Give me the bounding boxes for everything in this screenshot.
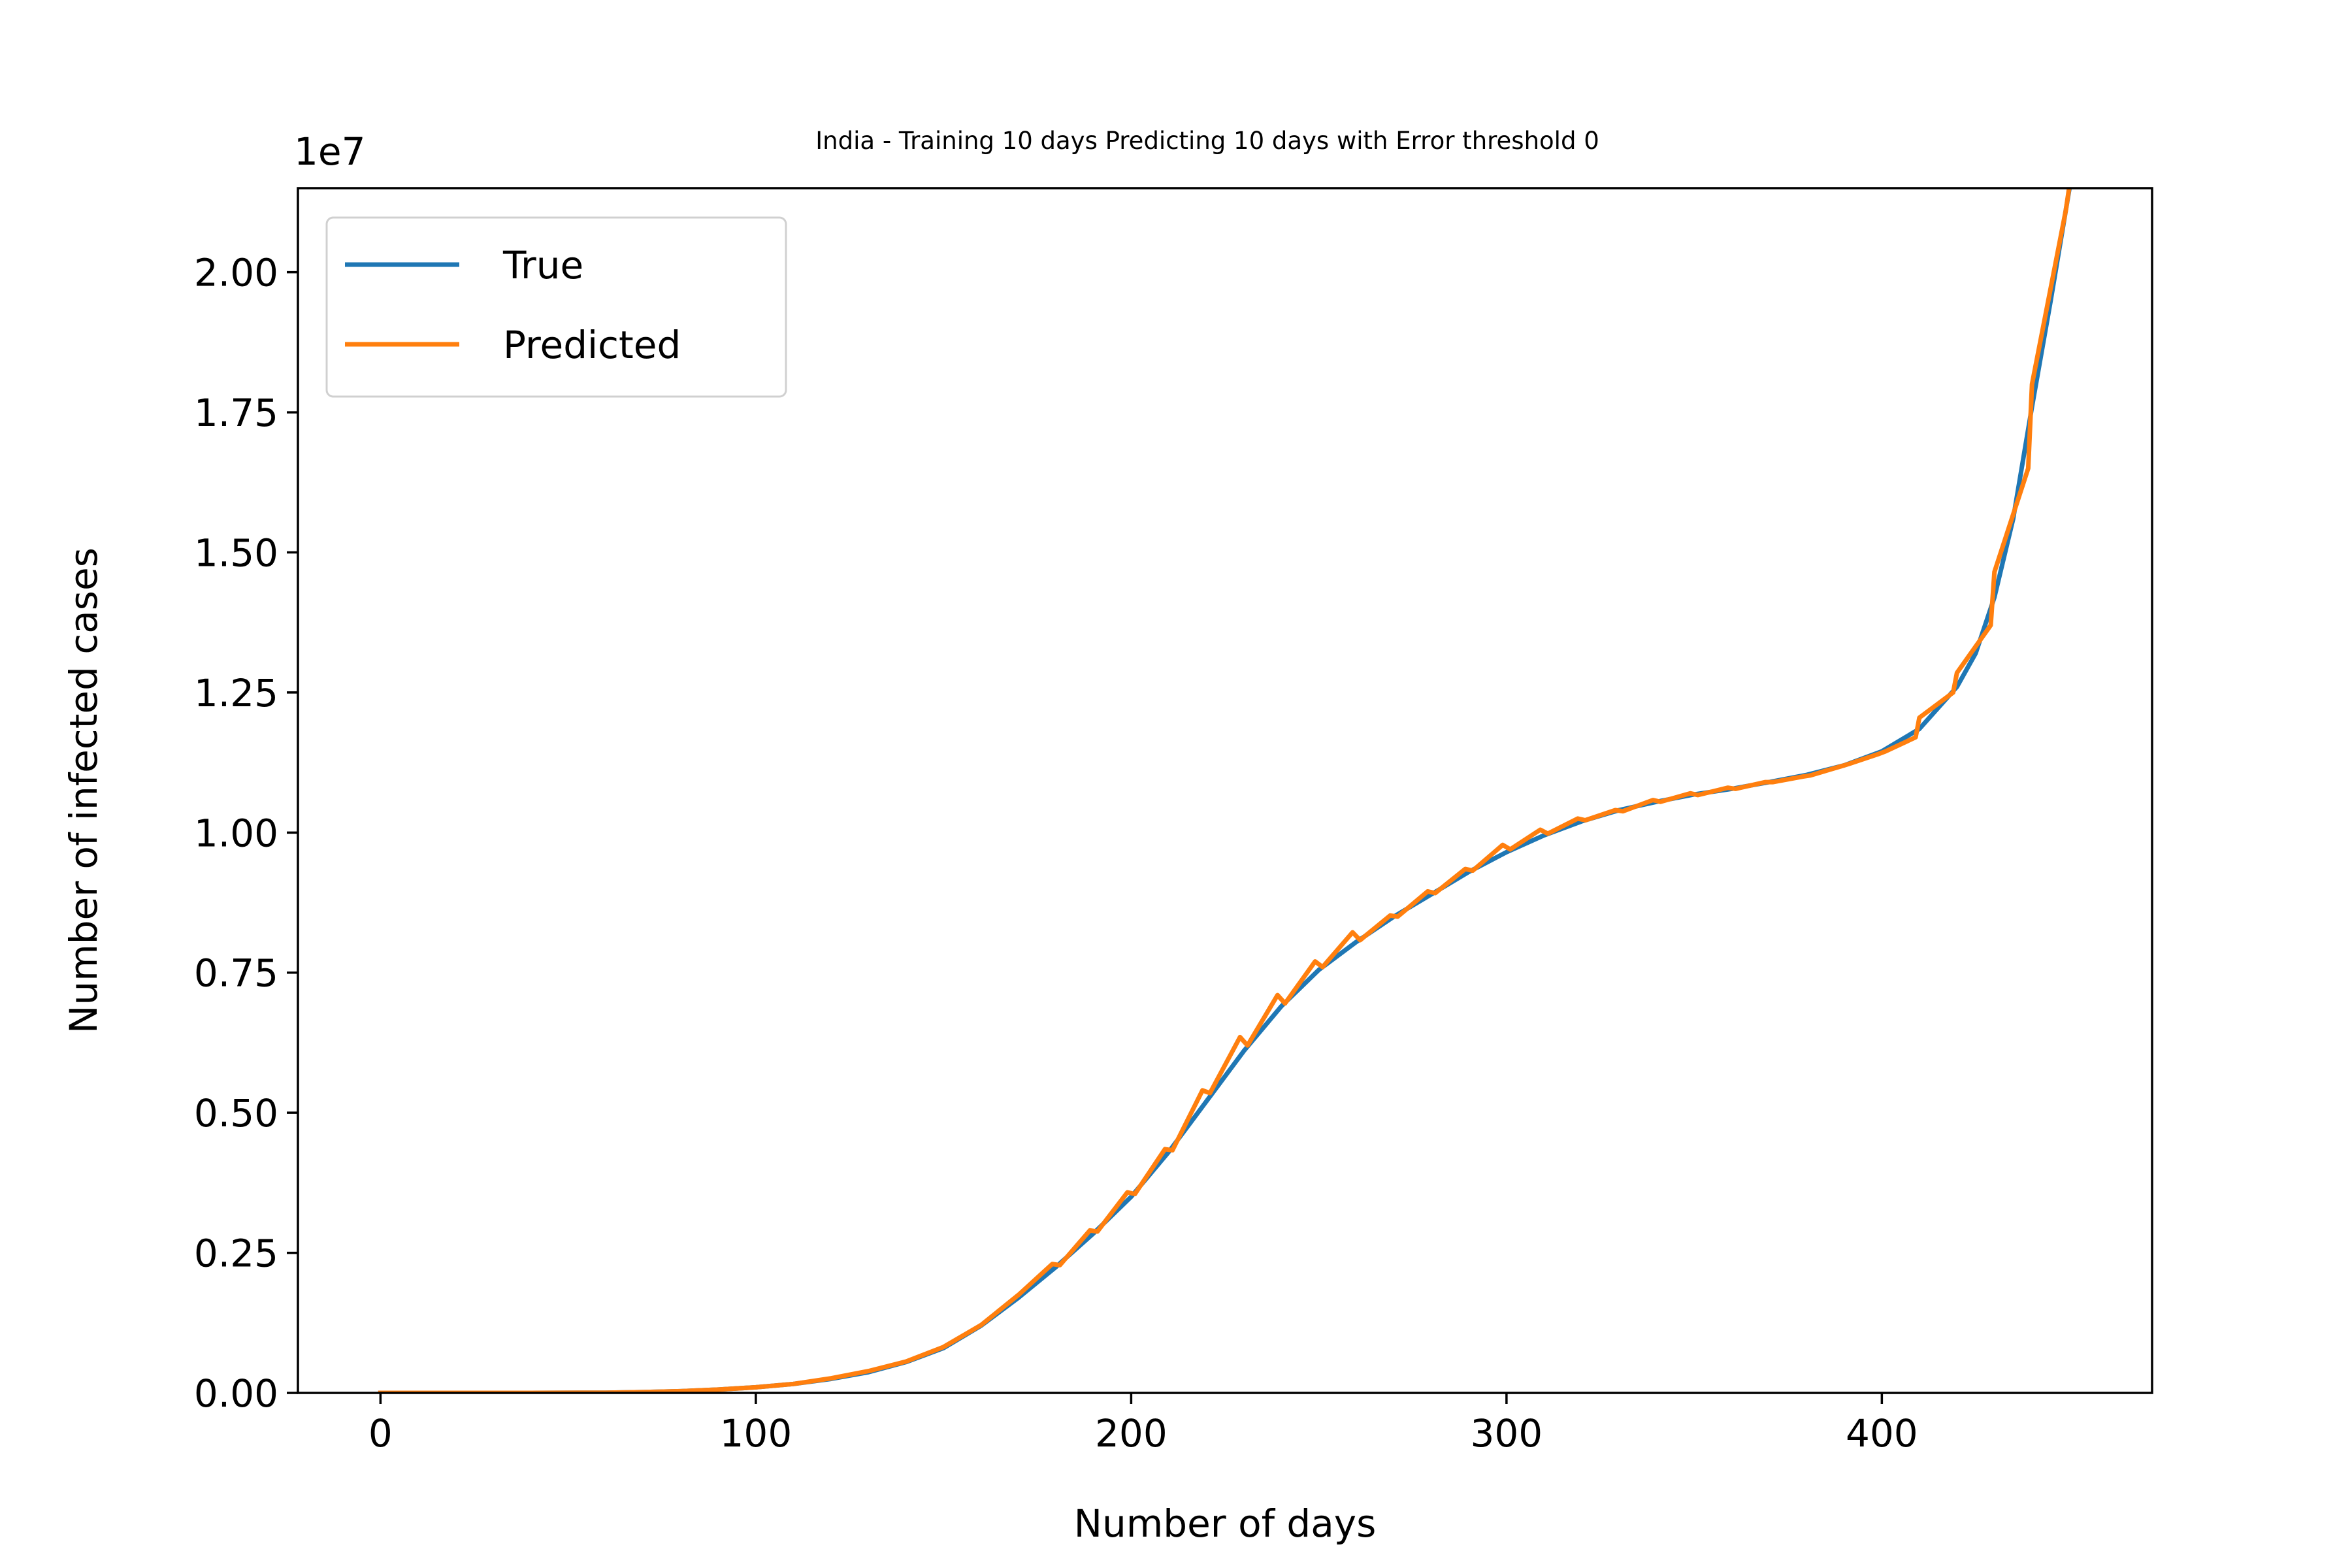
x-axis-ticks: 0 100 200 300 400: [368, 1393, 1918, 1456]
x-tick-label: 300: [1471, 1411, 1543, 1456]
y-tick-label: 2.00: [194, 251, 278, 295]
series-line-predicted: [378, 188, 2072, 1393]
x-tick-label: 0: [368, 1411, 393, 1456]
y-axis-label: Number of infected cases: [61, 547, 106, 1034]
y-tick-label: 0.75: [194, 951, 278, 996]
y-tick-label: 1.50: [194, 531, 278, 575]
y-tick-label: 0.25: [194, 1232, 278, 1276]
x-axis-label: Number of days: [1074, 1501, 1377, 1546]
y-tick-label: 0.50: [194, 1091, 278, 1135]
plot-frame: [297, 187, 2153, 1394]
x-tick-label: 200: [1095, 1411, 1168, 1456]
legend-label-true: True: [502, 243, 583, 287]
y-axis-ticks: 0.00 0.25 0.50 0.75 1.00 1.25 1.50 1.75 2.00: [194, 251, 298, 1416]
legend-label-predicted: Predicted: [503, 323, 681, 367]
y-tick-label: 1.75: [194, 391, 278, 435]
y-tick-label: 0.00: [194, 1371, 278, 1416]
y-tick-label: 1.25: [194, 671, 278, 715]
legend: True Predicted: [325, 216, 787, 398]
x-tick-label: 100: [720, 1411, 792, 1456]
series-layer: [378, 188, 2072, 1393]
y-axis-multiplier: 1e7: [294, 129, 366, 174]
chart-title: India - Training 10 days Predicting 10 d…: [815, 127, 1599, 155]
y-tick-label: 1.00: [194, 811, 278, 855]
x-tick-label: 400: [1846, 1411, 1918, 1456]
